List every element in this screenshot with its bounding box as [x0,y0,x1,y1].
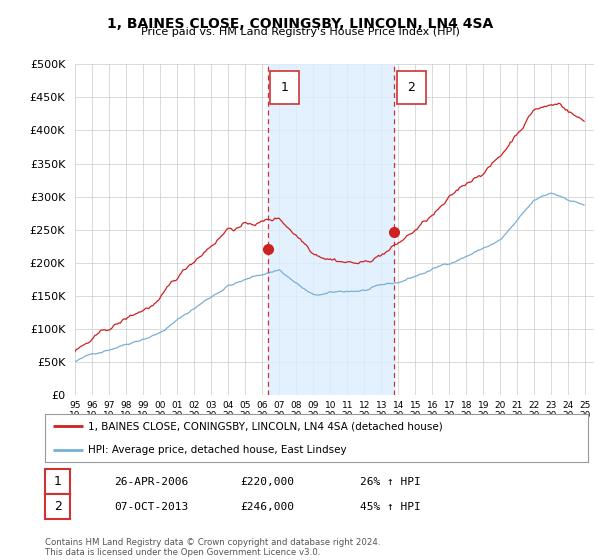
Text: 2: 2 [407,81,415,94]
Text: 07-OCT-2013: 07-OCT-2013 [114,502,188,512]
FancyBboxPatch shape [397,71,425,104]
Text: 1: 1 [281,81,289,94]
Text: 26% ↑ HPI: 26% ↑ HPI [360,477,421,487]
FancyBboxPatch shape [270,71,299,104]
Text: 1: 1 [53,475,62,488]
Text: Contains HM Land Registry data © Crown copyright and database right 2024.
This d: Contains HM Land Registry data © Crown c… [45,538,380,557]
Text: Price paid vs. HM Land Registry's House Price Index (HPI): Price paid vs. HM Land Registry's House … [140,27,460,37]
Text: 2: 2 [53,500,62,514]
Bar [268,64,394,395]
Text: 1, BAINES CLOSE, CONINGSBY, LINCOLN, LN4 4SA: 1, BAINES CLOSE, CONINGSBY, LINCOLN, LN4… [107,17,493,31]
Text: 1, BAINES CLOSE, CONINGSBY, LINCOLN, LN4 4SA (detached house): 1, BAINES CLOSE, CONINGSBY, LINCOLN, LN4… [88,421,443,431]
Text: HPI: Average price, detached house, East Lindsey: HPI: Average price, detached house, East… [88,445,347,455]
Text: £220,000: £220,000 [240,477,294,487]
Text: £246,000: £246,000 [240,502,294,512]
Text: 45% ↑ HPI: 45% ↑ HPI [360,502,421,512]
Text: 26-APR-2006: 26-APR-2006 [114,477,188,487]
